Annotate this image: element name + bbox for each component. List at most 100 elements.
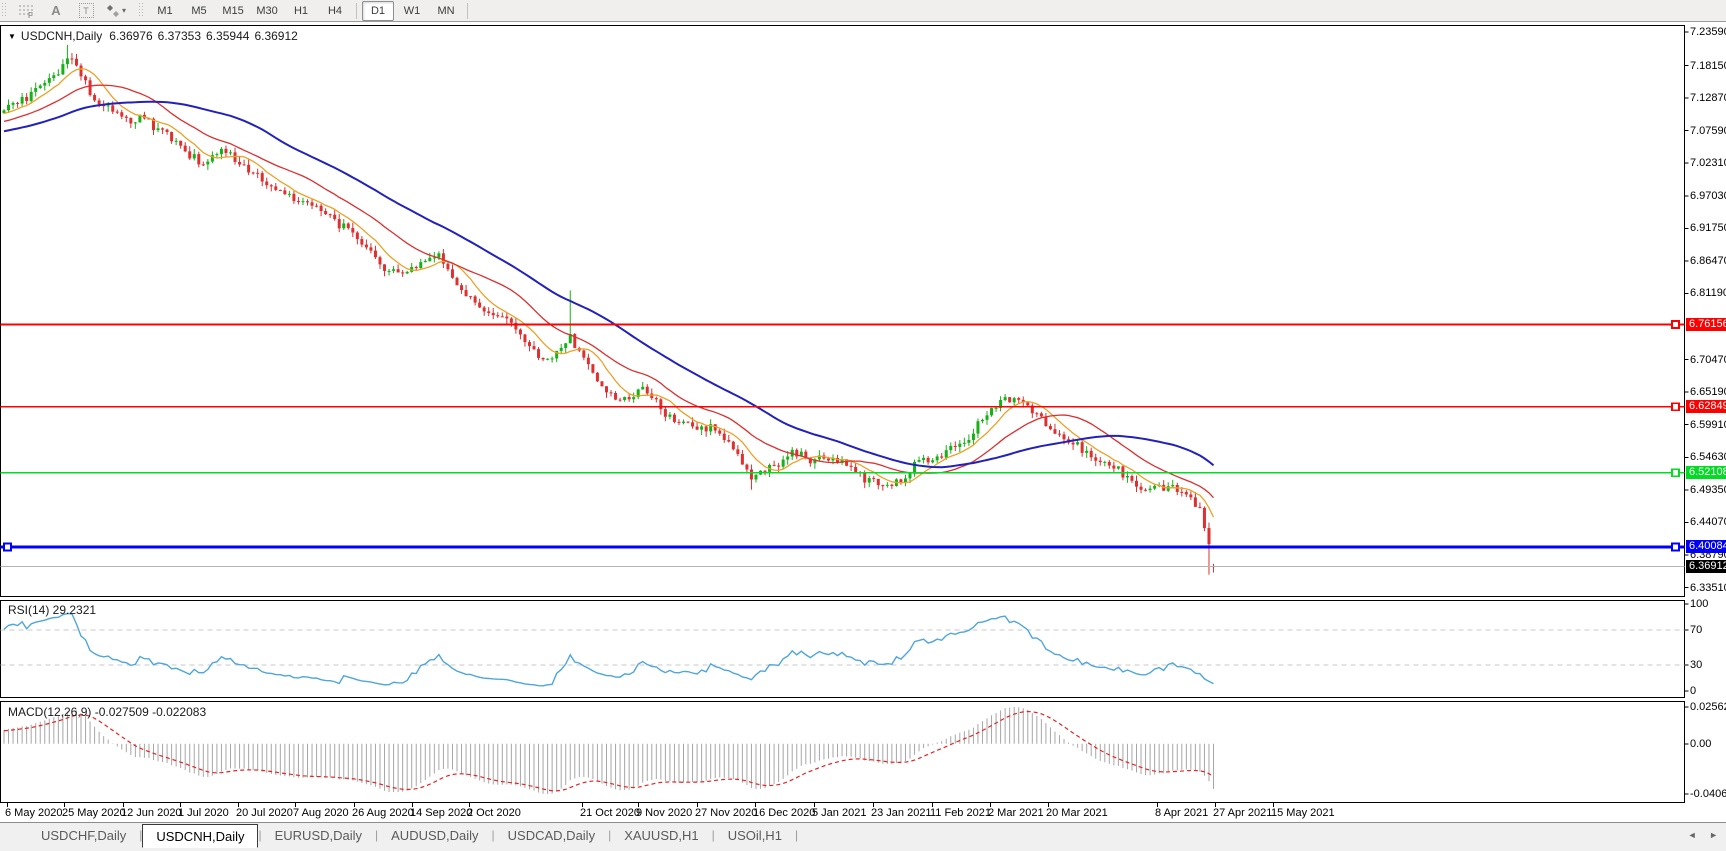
timeframe-button-h1[interactable]: H1 [293,4,309,17]
chart-title: ▼ USDCNH,Daily 6.36976 6.37353 6.35944 6.3691… [8,29,298,43]
toolbar-separator [467,2,469,19]
rsi-scale-label: 100 [1690,598,1709,610]
date-axis-label: 9 Nov 2020 [636,807,693,819]
price-axis-label: 6.33510 [1690,581,1726,594]
tab-separator: | [711,828,715,842]
timeframe-button-w1[interactable]: W1 [403,4,421,17]
timeframe-button-h4[interactable]: H4 [327,4,343,17]
chart-tab-usdchf-daily[interactable]: USDCHF,Daily [41,828,127,843]
chart-tab-xauusd-h1[interactable]: XAUUSD,H1 [624,828,699,843]
macd-scale-label: -0.040687 [1690,788,1726,800]
date-axis-label: 23 Jan 2021 [871,807,932,819]
tab-separator: | [794,828,799,842]
price-axis-label: 7.18150 [1690,59,1726,72]
chart-tab-usdcnh-daily[interactable]: USDCNH,Daily [142,824,259,848]
timeframe-button-d1[interactable]: D1 [362,0,395,21]
hline-price-badge: 6.76156 [1686,317,1726,331]
date-axis-label: 20 Mar 2021 [1046,807,1108,819]
date-axis-label: 27 Apr 2021 [1213,807,1273,819]
top-toolbar: F A T ▾ M1 M5 M15 M30 H1 H4 D1 W1 MN [0,0,1726,22]
rsi-indicator-label: RSI(14) 29.2321 [8,603,97,617]
toolbar-grip[interactable] [2,3,7,18]
ohlc-low: 6.35944 [206,29,250,43]
timeframe-button-m5[interactable]: M5 [191,4,207,17]
tab-scrollers: ◄ ► [1678,830,1718,840]
fibonacci-icon: F [18,5,33,18]
svg-text:F: F [28,11,33,18]
price-axis-label: 6.44070 [1690,516,1726,529]
price-axis-label: 6.54630 [1690,451,1726,464]
date-axis-label: 27 Nov 2020 [695,807,758,819]
symbol-period-label: USDCNH,Daily [20,29,103,43]
line-studies-toolbar: F A T ▾ [11,0,131,21]
chart-tab-eurusd-daily[interactable]: EURUSD,Daily [274,828,363,843]
text-label-tool-button[interactable]: T [72,0,100,21]
tab-separator: | [608,828,612,842]
chevron-down-icon: ▾ [122,6,127,15]
fibonacci-tool-button[interactable]: F [12,0,40,21]
timeframes-toolbar: M1 M5 M15 M30 H1 H4 D1 W1 MN [148,0,472,21]
price-axis-label: 6.49350 [1690,483,1726,496]
price-axis-label: 7.23590 [1690,26,1726,38]
timeframe-button-m15[interactable]: M15 [222,4,244,17]
date-axis-label: 25 May 2020 [62,807,126,819]
date-axis-label: 2 Mar 2021 [988,807,1044,819]
ohlc-high: 6.37353 [157,29,202,43]
chart-tab-usdcad-daily[interactable]: USDCAD,Daily [507,828,596,843]
text-tool-button[interactable]: A [42,0,70,21]
macd-scale-label: 0.025623 [1690,701,1726,713]
tab-separator: | [139,828,143,842]
tab-separator: | [258,828,262,842]
rsi-scale-label: 70 [1690,624,1703,637]
arrows-icon [107,4,119,17]
toolbar-grip[interactable] [139,3,145,18]
ohlc-close: 6.36912 [254,29,298,43]
date-axis-label: 8 Apr 2021 [1155,807,1209,819]
price-axis-label: 6.59910 [1690,418,1726,431]
chart-tab-usoil-h1[interactable]: USOil,H1 [727,828,782,843]
tab-separator: | [375,828,379,842]
scroll-tabs-right-button[interactable]: ► [1709,830,1718,840]
text-label-icon: T [78,3,94,18]
price-axis-label: 6.70470 [1690,353,1726,366]
date-axis-label: 20 Jul 2020 [236,807,293,819]
current-price-badge: 6.36912 [1686,559,1726,573]
rsi-scale-label: 0 [1690,685,1697,697]
price-axis-label: 6.91750 [1690,222,1726,235]
timeframe-button-m1[interactable]: M1 [157,4,173,17]
price-axis-label: 6.81190 [1690,287,1726,300]
date-axis-label: 7 Aug 2020 [293,807,349,819]
date-axis-label: 12 Jun 2020 [121,807,182,819]
date-axis-label: 14 Sep 2020 [410,807,473,819]
date-axis-label: 1 Jul 2020 [178,807,229,819]
scroll-tabs-left-button[interactable]: ◄ [1687,830,1697,840]
price-axis-label: 6.86470 [1690,254,1726,267]
date-axis-label: 15 May 2021 [1271,807,1335,819]
date-axis-label: 11 Feb 2021 [930,807,991,819]
price-axis-label: 7.12870 [1690,92,1726,105]
rsi-scale-label: 30 [1690,658,1703,671]
timeframe-button-mn[interactable]: MN [437,4,455,17]
ohlc-open: 6.36976 [109,29,153,43]
date-axis-label: 2 Oct 2020 [467,807,521,819]
hline-price-badge: 6.40084 [1686,539,1726,553]
timeframe-button-m30[interactable]: M30 [256,4,278,17]
arrows-tool-button[interactable]: ▾ [102,0,130,21]
date-axis-label: 5 Jan 2021 [812,807,867,819]
price-axis-label: 6.97030 [1690,189,1726,202]
macd-scale-label: 0.00 [1690,737,1712,750]
chart-tabs-bar: USDCHF,Daily | USDCNH,Daily | EURUSD,Daily | A… [0,822,1726,851]
text-icon: A [51,3,61,18]
price-axis-label: 7.07590 [1690,124,1726,137]
price-axis-label: 7.02310 [1690,157,1726,170]
toolbar-separator [356,2,358,19]
hline-price-badge: 6.52108 [1686,465,1726,479]
macd-indicator-label: MACD(12,26,9) -0.027509 -0.022083 [8,705,207,719]
hline-price-badge: 6.62849 [1686,399,1726,413]
tab-separator: | [491,828,495,842]
date-axis-label: 26 Aug 2020 [352,807,414,819]
collapse-arrow-icon[interactable]: ▼ [8,32,16,41]
chart-tab-audusd-daily[interactable]: AUDUSD,Daily [391,828,479,843]
